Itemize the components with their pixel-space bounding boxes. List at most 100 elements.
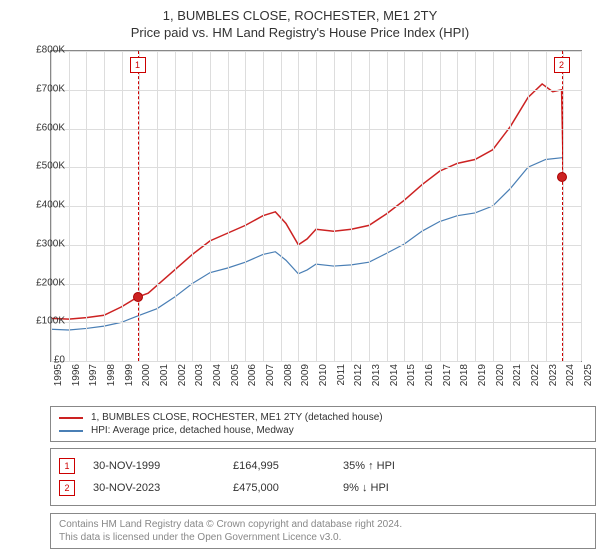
x-tick-label: 2013 (371, 364, 382, 386)
sales-row-delta: 35% ↑ HPI (343, 460, 395, 472)
x-tick-label: 1999 (124, 364, 135, 386)
sales-row-date: 30-NOV-1999 (93, 460, 233, 472)
legend-label: 1, BUMBLES CLOSE, ROCHESTER, ME1 2TY (de… (91, 412, 383, 423)
chart-title-subtitle: Price paid vs. HM Land Registry's House … (0, 23, 600, 48)
x-tick-label: 2020 (495, 364, 506, 386)
gridline-v (510, 51, 511, 361)
gridline-v (69, 51, 70, 361)
gridline-v (175, 51, 176, 361)
sales-row-price: £164,995 (233, 460, 343, 472)
sale-marker-line (138, 51, 139, 361)
y-tick-label: £500K (36, 161, 65, 172)
sales-row-price: £475,000 (233, 482, 343, 494)
gridline-v (210, 51, 211, 361)
y-tick-label: £400K (36, 200, 65, 211)
sale-point (557, 172, 567, 182)
y-tick-label: £600K (36, 122, 65, 133)
x-tick-label: 2011 (336, 364, 347, 386)
gridline-v (387, 51, 388, 361)
gridline-h (51, 361, 581, 362)
gridline-v (298, 51, 299, 361)
legend-swatch (59, 417, 83, 419)
x-tick-label: 2016 (424, 364, 435, 386)
x-tick-label: 2007 (265, 364, 276, 386)
gridline-v (369, 51, 370, 361)
sale-marker-line (562, 51, 563, 361)
gridline-v (581, 51, 582, 361)
x-tick-label: 2021 (512, 364, 523, 386)
y-tick-label: £800K (36, 45, 65, 56)
sales-row-date: 30-NOV-2023 (93, 482, 233, 494)
gridline-v (86, 51, 87, 361)
gridline-v (351, 51, 352, 361)
x-tick-label: 2018 (459, 364, 470, 386)
x-tick-label: 2014 (389, 364, 400, 386)
gridline-v (546, 51, 547, 361)
gridline-v (422, 51, 423, 361)
legend-item: 1, BUMBLES CLOSE, ROCHESTER, ME1 2TY (de… (59, 411, 587, 424)
y-tick-label: £700K (36, 83, 65, 94)
x-tick-label: 2012 (353, 364, 364, 386)
gridline-v (404, 51, 405, 361)
x-tick-label: 1997 (88, 364, 99, 386)
gridline-v (157, 51, 158, 361)
x-tick-label: 2000 (141, 364, 152, 386)
gridline-v (334, 51, 335, 361)
footer-line1: Contains HM Land Registry data © Crown c… (59, 518, 587, 531)
x-tick-label: 2022 (530, 364, 541, 386)
gridline-v (228, 51, 229, 361)
gridline-v (316, 51, 317, 361)
gridline-v (122, 51, 123, 361)
x-tick-label: 2004 (212, 364, 223, 386)
x-tick-label: 2025 (583, 364, 594, 386)
x-tick-label: 2002 (177, 364, 188, 386)
x-tick-label: 2010 (318, 364, 329, 386)
legend-item: HPI: Average price, detached house, Medw… (59, 424, 587, 437)
x-tick-label: 2006 (247, 364, 258, 386)
gridline-v (563, 51, 564, 361)
gridline-v (281, 51, 282, 361)
footer-line2: This data is licensed under the Open Gov… (59, 531, 587, 544)
sales-row-marker: 1 (59, 458, 75, 474)
chart-container: 1, BUMBLES CLOSE, ROCHESTER, ME1 2TY Pri… (0, 0, 600, 560)
sales-row: 2 30-NOV-2023£475,0009% ↓ HPI (59, 477, 587, 499)
x-tick-label: 2024 (565, 364, 576, 386)
gridline-v (192, 51, 193, 361)
x-tick-label: 1996 (71, 364, 82, 386)
x-tick-label: 2005 (230, 364, 241, 386)
gridline-v (457, 51, 458, 361)
sales-row-marker: 2 (59, 480, 75, 496)
legend: 1, BUMBLES CLOSE, ROCHESTER, ME1 2TY (de… (50, 406, 596, 442)
x-tick-label: 2017 (442, 364, 453, 386)
legend-label: HPI: Average price, detached house, Medw… (91, 425, 294, 436)
y-tick-label: £100K (36, 316, 65, 327)
sale-marker-box: 1 (130, 57, 146, 73)
footer-attribution: Contains HM Land Registry data © Crown c… (50, 513, 596, 549)
sales-row: 1 30-NOV-1999£164,99535% ↑ HPI (59, 455, 587, 477)
sale-marker-box: 2 (554, 57, 570, 73)
sales-table: 1 30-NOV-1999£164,99535% ↑ HPI 2 30-NOV-202… (50, 448, 596, 506)
x-tick-label: 2019 (477, 364, 488, 386)
gridline-v (528, 51, 529, 361)
x-tick-label: 2023 (548, 364, 559, 386)
x-tick-label: 2008 (283, 364, 294, 386)
sales-row-delta: 9% ↓ HPI (343, 482, 389, 494)
x-tick-label: 2001 (159, 364, 170, 386)
x-tick-label: 2015 (406, 364, 417, 386)
legend-swatch (59, 430, 83, 432)
y-tick-label: £300K (36, 238, 65, 249)
x-tick-label: 1995 (53, 364, 64, 386)
gridline-v (104, 51, 105, 361)
x-tick-label: 1998 (106, 364, 117, 386)
x-tick-label: 2003 (194, 364, 205, 386)
gridline-v (440, 51, 441, 361)
plot-area: 12 (50, 50, 582, 362)
gridline-v (263, 51, 264, 361)
chart-title-address: 1, BUMBLES CLOSE, ROCHESTER, ME1 2TY (0, 0, 600, 23)
y-tick-label: £200K (36, 277, 65, 288)
gridline-v (493, 51, 494, 361)
gridline-v (245, 51, 246, 361)
gridline-v (475, 51, 476, 361)
sale-point (133, 292, 143, 302)
gridline-v (139, 51, 140, 361)
